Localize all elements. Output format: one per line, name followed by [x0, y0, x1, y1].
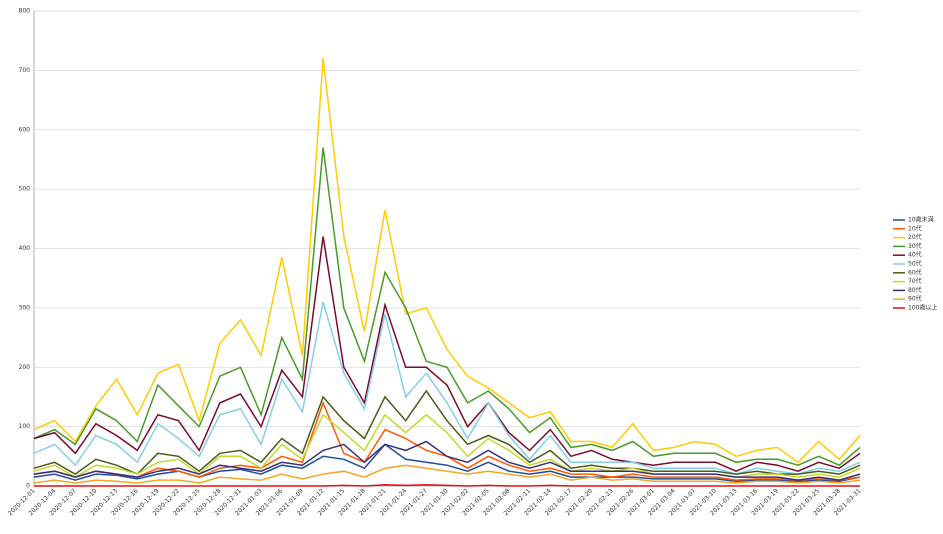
y-tick-label: 100: [19, 423, 31, 430]
legend-label: 60代: [908, 268, 922, 276]
y-tick-label: 600: [19, 126, 31, 133]
legend-label: 20代: [908, 233, 922, 241]
legend-label: 80代: [908, 286, 922, 294]
legend-label: 70代: [908, 277, 922, 285]
series-line: [33, 464, 861, 484]
y-tick-label: 700: [19, 67, 31, 74]
legend-label: 100歳以上: [908, 304, 937, 312]
series-line: [33, 58, 861, 464]
series-line: [33, 147, 861, 467]
legend-label: 30代: [908, 242, 922, 250]
series-line: [34, 484, 860, 487]
series-line: [33, 301, 861, 475]
series-line: [33, 236, 861, 473]
legend-label: 90代: [908, 295, 922, 303]
y-tick-label: 400: [19, 245, 31, 252]
series-line: [33, 443, 861, 483]
legend-label: 10代: [908, 224, 922, 232]
legend-label: 10歳未満: [908, 216, 934, 224]
legend-label: 50代: [908, 260, 922, 268]
legend-label: 40代: [908, 251, 922, 259]
y-tick-label: 800: [19, 8, 31, 15]
y-tick-label: 500: [19, 186, 31, 193]
series-line: [33, 440, 861, 481]
series-line: [33, 389, 861, 475]
y-tick-label: 200: [19, 364, 31, 371]
y-tick-label: 0: [26, 483, 30, 490]
y-tick-label: 300: [19, 304, 31, 311]
